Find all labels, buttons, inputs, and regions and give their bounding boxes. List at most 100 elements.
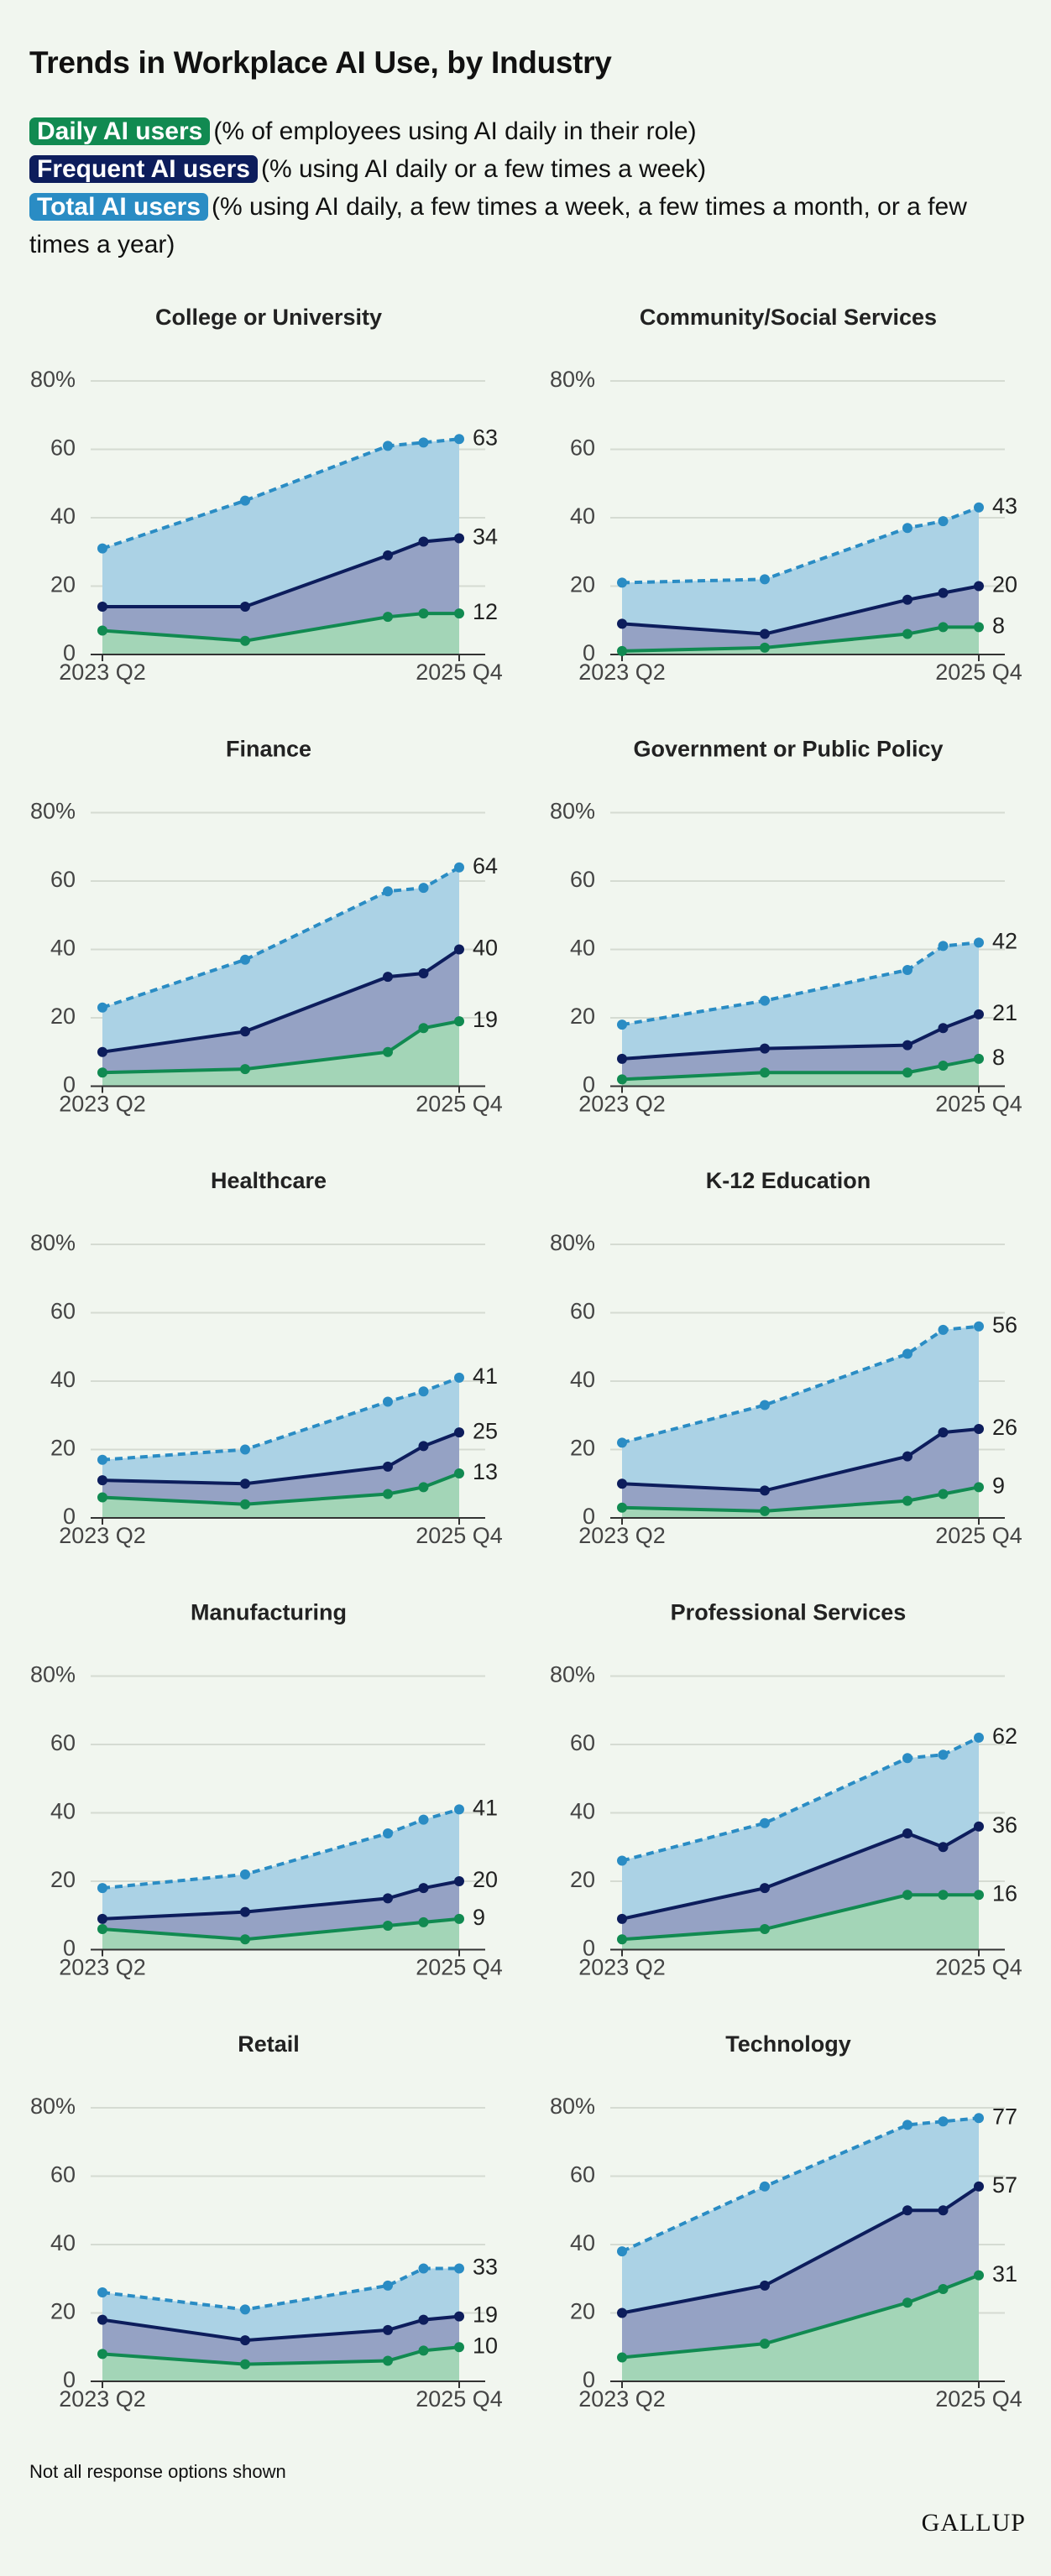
y-tick-label: 40 bbox=[50, 503, 76, 529]
point bbox=[938, 587, 949, 598]
end-label: 62 bbox=[992, 1723, 1017, 1749]
area bbox=[102, 613, 459, 654]
y-tick-label: 60 bbox=[570, 435, 595, 461]
y-tick-label: 40 bbox=[50, 1367, 76, 1392]
point bbox=[240, 1869, 250, 1880]
point bbox=[902, 1348, 912, 1359]
point bbox=[617, 1913, 627, 1924]
point bbox=[617, 1053, 627, 1064]
point bbox=[902, 2297, 912, 2308]
end-label: 25 bbox=[473, 1418, 498, 1443]
point bbox=[974, 1053, 984, 1064]
point bbox=[418, 1482, 429, 1493]
end-label: 21 bbox=[992, 1000, 1017, 1025]
point bbox=[97, 2314, 107, 2325]
point bbox=[760, 1400, 770, 1411]
point bbox=[938, 2283, 949, 2294]
y-tick-label: 0 bbox=[583, 640, 595, 665]
point bbox=[418, 536, 429, 547]
point bbox=[383, 886, 393, 897]
point bbox=[240, 1026, 250, 1037]
point bbox=[383, 2280, 393, 2291]
end-label: 19 bbox=[473, 2302, 498, 2328]
point bbox=[617, 1934, 627, 1945]
end-label: 8 bbox=[992, 1045, 1005, 1070]
point bbox=[418, 437, 429, 448]
point bbox=[617, 1502, 627, 1513]
point bbox=[383, 972, 393, 983]
point bbox=[974, 581, 984, 592]
y-tick-label: 40 bbox=[50, 2230, 76, 2255]
point bbox=[240, 2304, 250, 2315]
x-tick-label: 2025 Q4 bbox=[416, 1955, 503, 1980]
y-tick-label: 40 bbox=[570, 1367, 595, 1392]
y-tick-label: 60 bbox=[570, 1730, 595, 1755]
end-label: 13 bbox=[473, 1459, 498, 1484]
end-label: 16 bbox=[992, 1880, 1017, 1906]
point bbox=[938, 1842, 949, 1853]
legend-label: Daily AI users bbox=[29, 117, 211, 145]
point bbox=[240, 635, 250, 646]
point bbox=[902, 1067, 912, 1078]
point bbox=[383, 1461, 393, 1472]
chart-title: Finance bbox=[226, 737, 311, 762]
y-tick-label: 80% bbox=[30, 2094, 76, 2119]
point bbox=[974, 502, 984, 513]
chart-title: Professional Services bbox=[671, 1600, 907, 1625]
point bbox=[383, 612, 393, 623]
x-tick-label: 2023 Q2 bbox=[59, 2386, 146, 2412]
point bbox=[617, 2352, 627, 2363]
end-label: 41 bbox=[473, 1796, 498, 1821]
point bbox=[454, 1372, 464, 1383]
y-tick-label: 40 bbox=[50, 1799, 76, 1824]
chart-title: K-12 Education bbox=[706, 1168, 871, 1193]
y-tick-label: 80% bbox=[550, 1230, 595, 1255]
point bbox=[97, 2287, 107, 2298]
point bbox=[383, 1489, 393, 1499]
point bbox=[938, 1427, 949, 1438]
y-tick-label: 60 bbox=[50, 1299, 76, 1324]
y-tick-label: 60 bbox=[50, 867, 76, 892]
point bbox=[418, 883, 429, 894]
end-label: 63 bbox=[473, 425, 498, 450]
x-tick-label: 2025 Q4 bbox=[416, 1092, 503, 1117]
point bbox=[454, 2263, 464, 2274]
area bbox=[622, 1014, 979, 1087]
point bbox=[617, 1074, 627, 1085]
x-tick-label: 2023 Q2 bbox=[578, 1523, 666, 1548]
point bbox=[974, 622, 984, 633]
x-tick-label: 2023 Q2 bbox=[59, 1955, 146, 1980]
area bbox=[622, 2275, 979, 2381]
source-logo: GALLUP bbox=[921, 2509, 1026, 2537]
x-tick-label: 2025 Q4 bbox=[416, 2386, 503, 2412]
x-tick-label: 2023 Q2 bbox=[578, 2386, 666, 2412]
point bbox=[617, 618, 627, 629]
x-tick-label: 2023 Q2 bbox=[59, 1092, 146, 1117]
x-tick-label: 2025 Q4 bbox=[935, 1955, 1022, 1980]
point bbox=[938, 1489, 949, 1499]
point bbox=[97, 1454, 107, 1465]
y-tick-label: 0 bbox=[583, 1936, 595, 1961]
legend-description: (% using AI daily, a few times a week, a… bbox=[29, 193, 967, 258]
point bbox=[240, 601, 250, 612]
point bbox=[97, 1002, 107, 1013]
legend-entry: Total AI users (% using AI daily, a few t… bbox=[29, 188, 1020, 263]
area bbox=[102, 1918, 459, 1950]
point bbox=[97, 2349, 107, 2360]
point bbox=[760, 1505, 770, 1516]
point bbox=[938, 1023, 949, 1034]
point bbox=[902, 594, 912, 605]
y-tick-label: 0 bbox=[583, 1072, 595, 1098]
point bbox=[454, 862, 464, 873]
y-tick-label: 80% bbox=[30, 367, 76, 392]
end-label: 10 bbox=[473, 2333, 498, 2358]
chart-title: Government or Public Policy bbox=[633, 737, 943, 762]
point bbox=[454, 944, 464, 955]
point bbox=[938, 1324, 949, 1335]
y-tick-label: 80% bbox=[550, 1662, 595, 1687]
point bbox=[240, 1064, 250, 1075]
point bbox=[974, 1890, 984, 1901]
y-tick-label: 20 bbox=[570, 1436, 595, 1461]
point bbox=[938, 2116, 949, 2127]
legend-label: Total AI users bbox=[29, 193, 209, 221]
